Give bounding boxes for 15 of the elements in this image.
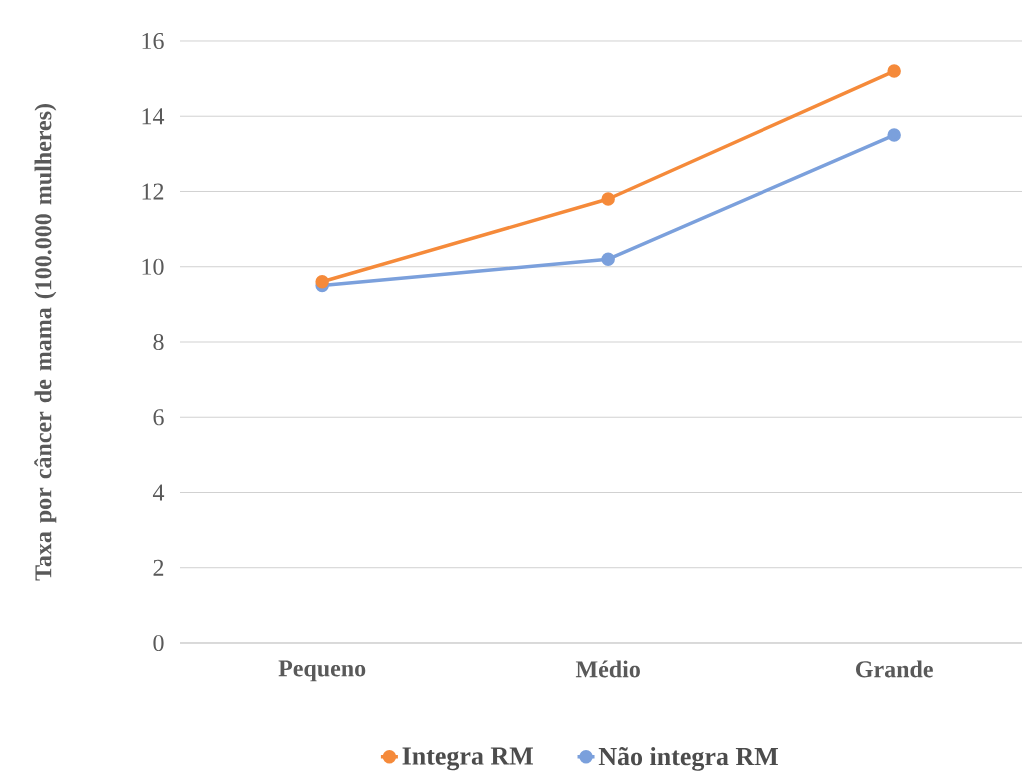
x-tick-label: Pequeno (278, 660, 366, 682)
y-tick-label: 12 (142, 183, 164, 200)
y-tick-label: 0 (153, 634, 164, 652)
x-tick-label: Médio (575, 660, 640, 678)
y-axis-title: Taxa por câncer de mama (100.000 mulheres) (34, 104, 57, 581)
y-tick-label: 8 (153, 333, 164, 351)
y-tick-label: 14 (142, 108, 165, 125)
y-tick-label: 6 (153, 409, 164, 426)
x-tick-label: Grande (856, 660, 933, 678)
y-tick-label: 16 (142, 32, 164, 50)
y-tick-label: 4 (152, 484, 165, 501)
y-tick-label: 10 (142, 258, 164, 275)
legend-label: Não integra RM (598, 746, 779, 771)
legend-label: Integra RM (402, 747, 533, 771)
y-tick-label: 2 (153, 559, 164, 576)
